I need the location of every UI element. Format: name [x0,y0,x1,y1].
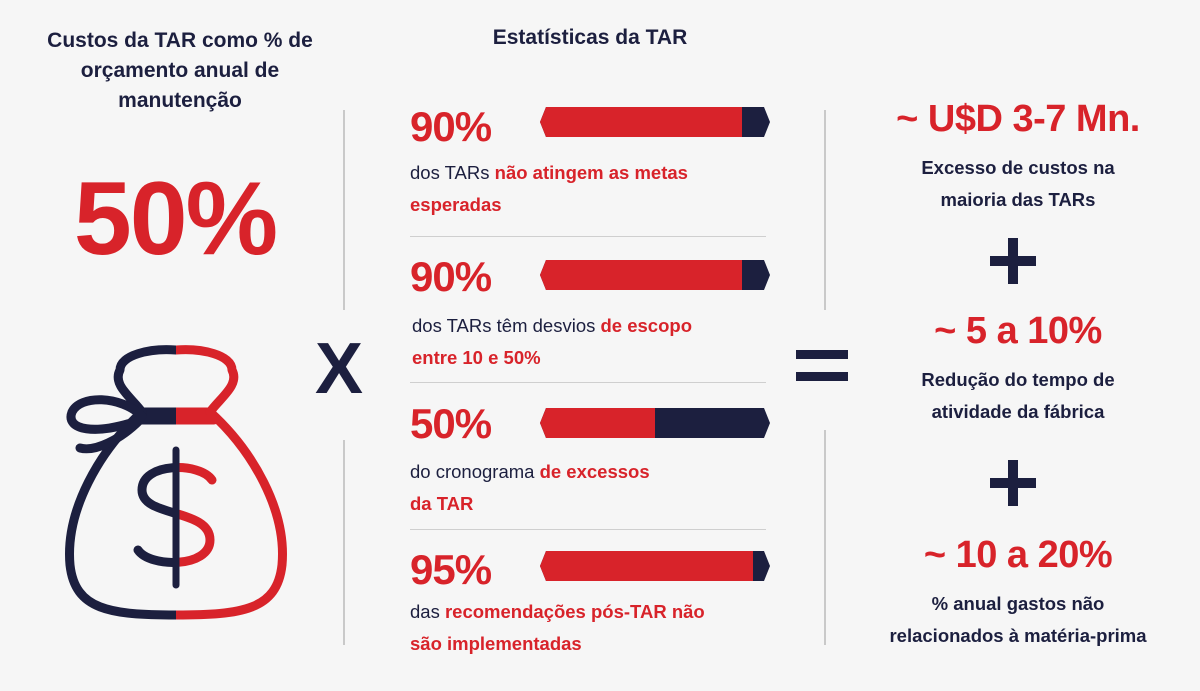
divider [824,110,826,310]
stat-percent: 90% [410,103,492,150]
left-title-line: manutenção [118,89,242,112]
stat-text: das [410,601,445,622]
cost-overrun-description: Excesso de custos na maioria das TARs [848,152,1188,216]
stat-highlight: de escopo [600,315,693,336]
uptime-reduction-description: Redução do tempo de atividade da fábrica [848,364,1188,428]
stat-text: dos TARs têm desvios [412,315,601,336]
left-title-line: Custos da TAR como % de [47,29,313,52]
stat-description: das recomendações pós-TAR não são implem… [410,596,760,660]
uptime-reduction-value: ~ 5 a 10% [934,310,1102,352]
stat-progress-bar [540,260,770,290]
left-title-line: orçamento anual de [80,59,280,82]
multiply-sign: X [315,329,364,409]
divider [824,430,826,645]
plus-icon [990,460,1036,506]
stat-separator [410,529,766,530]
stat-separator [410,382,766,383]
equals-sign [796,350,848,394]
stat-separator [410,236,766,237]
stat-progress-bar [540,551,770,581]
stat-percent: 50% [410,400,492,447]
non-raw-material-spend-description: % anual gastos não relacionados à matéri… [848,588,1188,652]
stat-highlight: de excessos [539,461,650,482]
cost-overrun-value: ~ U$D 3-7 Mn. [896,98,1140,140]
desc-line: Redução do tempo de [921,369,1115,390]
divider [343,440,345,645]
maintenance-budget-percent: 50% [73,161,278,277]
stat-text: dos TARs [410,162,495,183]
divider [343,110,345,310]
stat-highlight: recomendações pós-TAR não [444,601,705,622]
desc-line: Excesso de custos na [921,157,1115,178]
money-bag-icon [50,340,300,635]
desc-line: % anual gastos não [931,593,1105,614]
desc-line: maioria das TARs [940,189,1096,210]
stat-highlight: entre 10 e 50% [412,347,541,368]
plus-icon [990,238,1036,284]
non-raw-material-spend-value: ~ 10 a 20% [923,534,1113,576]
stat-highlight: não atingem as metas esperadas [410,162,688,215]
stat-progress-bar [540,408,770,438]
stat-description: do cronograma de excessos da TAR [410,456,760,520]
desc-line: atividade da fábrica [931,401,1105,422]
stat-highlight: da TAR [410,493,474,514]
stat-highlight: são implementadas [410,633,582,654]
left-title: Custos da TAR como % de orçamento anual … [20,26,340,116]
stat-description: dos TARs não atingem as metas esperadas [410,157,760,221]
stat-text: do cronograma [410,461,540,482]
stat-description: dos TARs têm desvios de escopo entre 10 … [412,310,762,374]
desc-line: relacionados à matéria-prima [889,625,1147,646]
stats-title: Estatísticas da TAR [492,26,688,49]
stat-progress-bar [540,107,770,137]
stat-percent: 95% [410,546,492,593]
stat-percent: 90% [410,253,492,300]
